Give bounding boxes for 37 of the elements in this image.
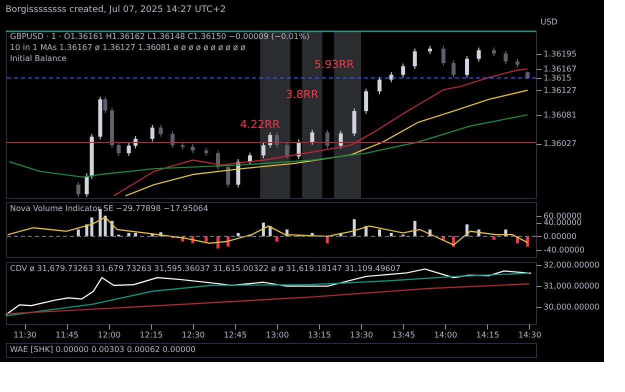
y-tick-label: 0.00000	[544, 232, 577, 241]
annotation: CDV ø 31,679.73263 31,679.73263 31,595.36037 31,615.00322 ø ø 31,619.18147 31,109.49607	[10, 264, 401, 273]
y-tick-label: 1.36081	[544, 110, 577, 120]
chart-title: Borgissssssss created, Jul 07, 2025 14:27 UTC+2	[6, 5, 226, 15]
y-tick-label: 60.00000	[544, 211, 582, 220]
annotation: GBPUSD · 1 · O1.36161 H1.36162 L1.36148 C1.36150 −0.00009 (−0.01%)	[10, 32, 310, 41]
band-label: 4.22RR	[240, 118, 280, 131]
x-tick-label: 14:00	[434, 330, 458, 340]
y-tick-label: 31,000.00000	[544, 282, 600, 291]
y-tick-label: 1.36195	[544, 50, 577, 58]
y-tick-label: 40.00000	[544, 218, 582, 228]
x-tick-label: 13:15	[308, 330, 331, 340]
x-tick-label: 13:45	[392, 330, 416, 340]
y-tick-label: -40.00000	[544, 246, 585, 255]
x-tick-label: 12:00	[98, 330, 121, 340]
x-tick-label: 11:45	[56, 330, 79, 340]
band-label: 5.93RR	[314, 58, 354, 71]
x-tick-label: 12:15	[140, 330, 163, 340]
x-tick-label: 13:00	[266, 330, 289, 340]
band-label: 3.8RR	[286, 88, 319, 101]
y-tick-label: 1.36027	[544, 139, 577, 148]
y-tick-label: 1.3615	[544, 74, 572, 82]
y-tick-label: 30,000.00000	[544, 302, 600, 312]
y-axis-title: USD	[540, 18, 558, 26]
annotation: Initial Balance	[10, 54, 67, 63]
annotation: Nova Volume Indicator SE −29.77898 −17.95064	[10, 204, 208, 213]
y-tick-label: 1.36167	[544, 64, 577, 74]
x-tick-label: 11:30	[13, 330, 37, 340]
x-tick-label: 13:30	[350, 330, 374, 340]
x-tick-label: 12:45	[224, 330, 247, 340]
y-tick-label: 32,000.00000	[544, 260, 600, 270]
text: WAE [SHK] 0.00000 0.00303 0.00062 0.00000	[10, 345, 196, 354]
x-tick-label: 12:30	[182, 330, 205, 340]
x-tick-label: 14:15	[476, 330, 500, 340]
x-tick-label: 14:30	[518, 330, 542, 340]
annotation: 10 in 1 MAs 1.36167 ø 1.36127 1.36081 ø ø ø ø ø ø ø ø ø ø	[10, 43, 246, 52]
y-tick-label: 1.36127	[544, 86, 577, 95]
